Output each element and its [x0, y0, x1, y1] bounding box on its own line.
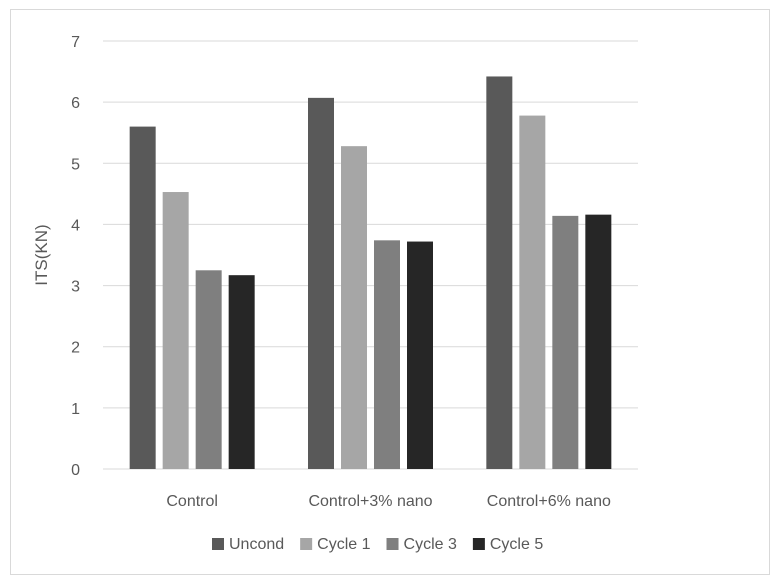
bar-cycle-1-0	[162, 192, 189, 469]
y-axis-title: ITS(KN)	[32, 224, 51, 285]
y-tick-label: 6	[71, 95, 80, 112]
legend-label: Uncond	[229, 536, 284, 553]
bar-cycle-3-0	[195, 270, 222, 469]
x-tick-label: Control	[166, 493, 218, 510]
x-axis-ticks: Control Control+3% nano Control+6% nano	[166, 493, 611, 510]
y-tick-label: 2	[71, 340, 80, 357]
y-tick-label: 5	[71, 156, 80, 173]
legend-label: Cycle 3	[404, 536, 457, 553]
legend-swatch	[386, 538, 399, 550]
bar-cycle-1-2	[519, 115, 546, 469]
x-tick-label: Control+6% nano	[487, 493, 611, 510]
bar-cycle-5-2	[585, 214, 612, 469]
bar-cycle-1-1	[341, 146, 367, 469]
legend-swatch	[300, 538, 313, 550]
bar-cycle-3-1	[374, 240, 400, 469]
y-tick-label: 0	[71, 462, 80, 479]
legend-swatch	[472, 538, 485, 550]
y-axis-ticks: 0 1 2 3 4 5 6 7	[71, 34, 80, 479]
legend-label: Cycle 5	[490, 536, 543, 553]
bar-uncond-2	[486, 76, 513, 469]
y-tick-label: 4	[71, 217, 80, 234]
x-tick-label: Control+3% nano	[308, 493, 432, 510]
gridlines	[103, 40, 638, 470]
legend-swatch	[212, 538, 224, 550]
bar-cycle-5-0	[228, 275, 255, 469]
y-tick-label: 7	[71, 34, 80, 51]
legend: Uncond Cycle 1 Cycle 3 Cycle 5	[212, 536, 543, 553]
y-tick-label: 1	[71, 401, 80, 418]
y-tick-label: 3	[71, 279, 80, 296]
bar-uncond-1	[308, 97, 334, 469]
legend-label: Cycle 1	[317, 536, 370, 553]
bar-cycle-5-1	[407, 241, 433, 469]
bars	[129, 76, 612, 469]
bar-cycle-3-2	[552, 215, 579, 469]
bar-uncond-0	[129, 126, 156, 469]
